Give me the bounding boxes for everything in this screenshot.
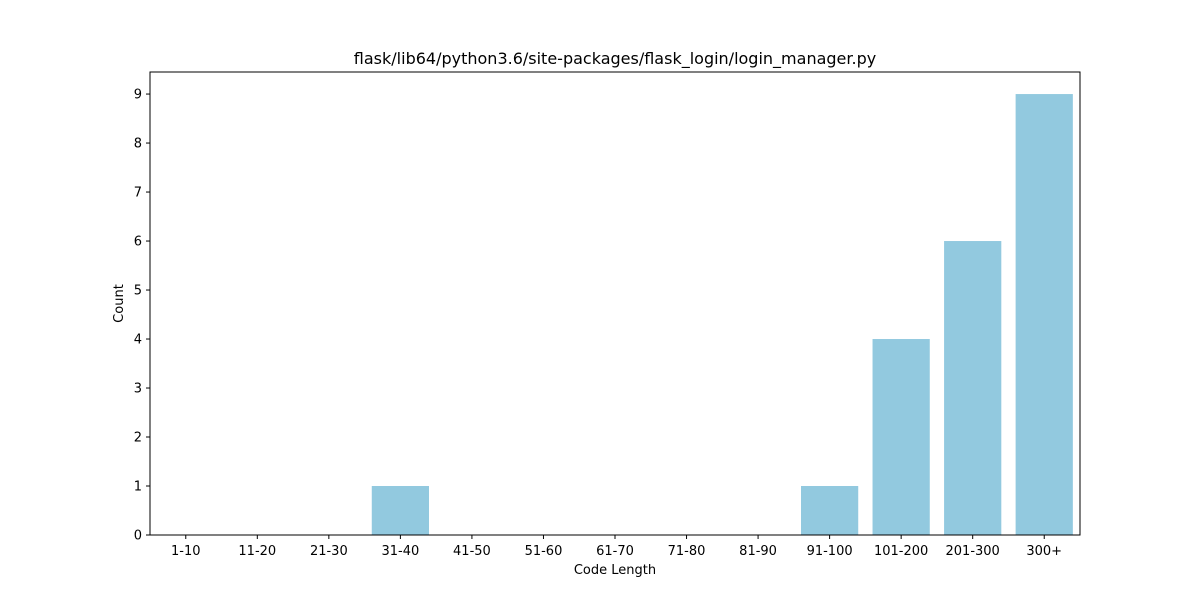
x-axis-ticks: 1-10 11-20 21-30 31-40 41-50 51-60 61-70 71-80 8… <box>171 535 1062 559</box>
x-tick-label: 300+ <box>1026 544 1062 559</box>
x-tick-label: 61-70 <box>596 544 634 559</box>
y-axis-label: Count <box>112 284 127 323</box>
x-tick-label: 91-100 <box>807 544 853 559</box>
y-tick-label: 2 <box>134 431 142 446</box>
x-tick-label: 21-30 <box>310 544 348 559</box>
y-tick-label: 4 <box>134 333 142 348</box>
plot-frame <box>149 71 1081 536</box>
x-tick-label: 81-90 <box>739 544 777 559</box>
y-tick-label: 0 <box>134 529 142 544</box>
x-axis-label: Code Length <box>574 563 656 578</box>
y-tick-label: 7 <box>134 186 142 201</box>
y-tick-label: 6 <box>134 235 142 250</box>
bar-201-300 <box>944 241 1002 535</box>
x-tick-label: 71-80 <box>668 544 706 559</box>
chart-title: flask/lib64/python3.6/site-packages/flas… <box>354 49 876 69</box>
x-tick-label: 41-50 <box>453 544 491 559</box>
y-tick-label: 3 <box>134 382 142 397</box>
x-tick-label: 201-300 <box>946 544 1000 559</box>
bars-group <box>371 94 1073 536</box>
bar-31-40 <box>371 486 429 535</box>
x-tick-label: 31-40 <box>381 544 419 559</box>
x-tick-label: 51-60 <box>525 544 563 559</box>
y-tick-label: 9 <box>134 88 142 103</box>
y-tick-label: 1 <box>134 480 142 495</box>
x-tick-label: 101-200 <box>874 544 928 559</box>
x-tick-label: 11-20 <box>238 544 276 559</box>
y-tick-label: 5 <box>134 284 142 299</box>
bar-91-100 <box>801 486 859 535</box>
y-axis-ticks: 0 1 2 3 4 5 6 7 8 9 <box>134 88 150 544</box>
bar-101-200 <box>872 339 930 535</box>
bar-300+ <box>1015 94 1073 536</box>
x-tick-label: 1-10 <box>171 544 201 559</box>
y-tick-label: 8 <box>134 137 142 152</box>
